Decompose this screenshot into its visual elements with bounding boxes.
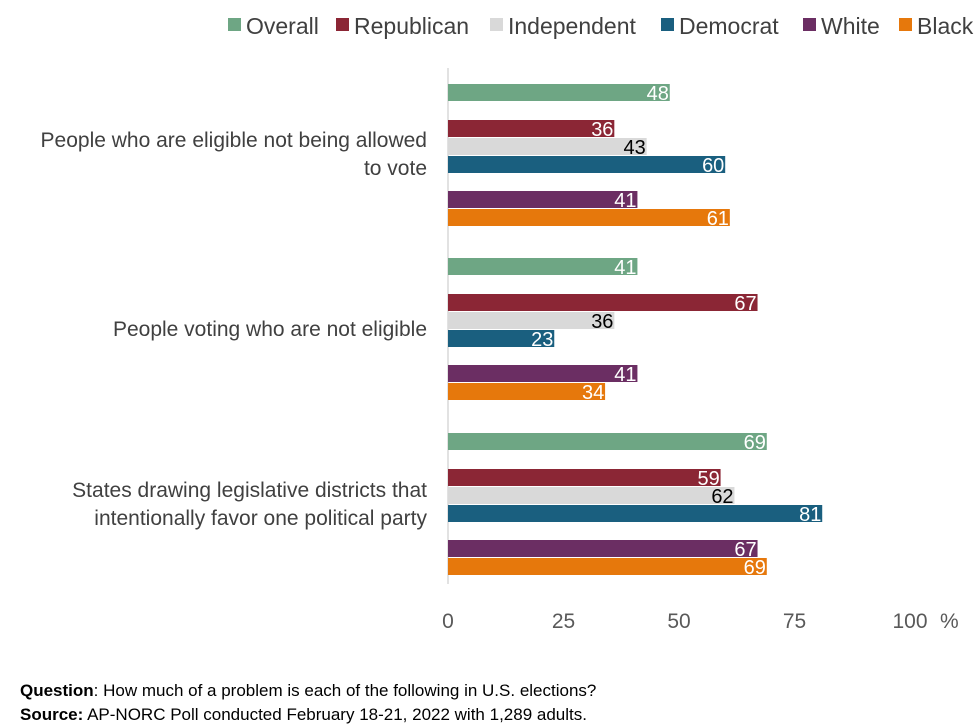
data-label-democrat: 23 xyxy=(531,329,553,351)
category-label: People voting who are not eligible xyxy=(113,318,427,341)
legend-swatch-black xyxy=(899,18,912,31)
data-label-independent: 36 xyxy=(591,311,613,333)
data-label-overall: 48 xyxy=(647,83,669,105)
bar-overall xyxy=(448,84,670,101)
data-label-republican: 59 xyxy=(697,468,719,490)
bar-republican xyxy=(448,120,615,137)
data-label-independent: 43 xyxy=(624,137,646,159)
bar-black xyxy=(448,558,767,575)
data-label-democrat: 60 xyxy=(702,155,724,177)
bar-white xyxy=(448,540,758,557)
data-label-republican: 67 xyxy=(734,293,756,315)
category-label: to vote xyxy=(364,157,427,180)
legend-swatch-republican xyxy=(336,18,349,31)
x-tick-label: 0 xyxy=(442,610,454,633)
x-axis-unit: % xyxy=(940,610,959,633)
bar-democrat xyxy=(448,505,823,522)
legend-swatch-democrat xyxy=(661,18,674,31)
legend-swatch-independent xyxy=(490,18,503,31)
question-text: : How much of a problem is each of the f… xyxy=(93,681,597,700)
data-label-overall: 69 xyxy=(744,432,766,454)
bar-black xyxy=(448,209,730,226)
data-label-black: 61 xyxy=(707,208,729,230)
x-axis-ticks: 0 25 50 75 100% xyxy=(442,610,959,633)
category-label: States drawing legislative districts tha… xyxy=(72,479,427,502)
category-label: People who are eligible not being allowe… xyxy=(41,129,427,152)
bar-white xyxy=(448,365,638,382)
bar-white xyxy=(448,191,638,208)
data-label-black: 69 xyxy=(744,557,766,579)
category-label: intentionally favor one political party xyxy=(94,507,427,530)
legend-label-black: Black xyxy=(917,13,974,39)
x-tick-label: 75 xyxy=(783,610,806,633)
question-note: Question: How much of a problem is each … xyxy=(20,681,596,701)
legend-swatch-white xyxy=(803,18,816,31)
bar-republican xyxy=(448,294,758,311)
legend-swatch-overall xyxy=(228,18,241,31)
legend-label-democrat: Democrat xyxy=(679,13,779,39)
legend-label-overall: Overall xyxy=(246,13,319,39)
bar-democrat xyxy=(448,330,555,347)
legend-label-republican: Republican xyxy=(354,13,469,39)
data-label-black: 34 xyxy=(582,382,604,404)
legend-label-independent: Independent xyxy=(508,13,637,39)
data-label-white: 41 xyxy=(614,364,636,386)
bar-black xyxy=(448,383,606,400)
bar-independent xyxy=(448,487,735,504)
x-tick-label: 100 xyxy=(892,610,927,633)
source-text: AP-NORC Poll conducted February 18-21, 2… xyxy=(83,705,587,724)
legend-label-white: White xyxy=(821,13,880,39)
bar-overall xyxy=(448,433,767,450)
bar-republican xyxy=(448,469,721,486)
source-note: Source: AP-NORC Poll conducted February … xyxy=(20,705,587,725)
data-label-republican: 36 xyxy=(591,119,613,141)
chart-legend: Overall Republican Independent Democrat Whit… xyxy=(228,13,974,39)
source-label: Source: xyxy=(20,705,84,724)
x-tick-label: 50 xyxy=(667,610,690,633)
data-label-independent: 62 xyxy=(711,486,733,508)
bar-democrat xyxy=(448,156,726,173)
bar-independent xyxy=(448,138,647,155)
category-labels: People who are eligible not being allowe… xyxy=(41,129,428,530)
bar-independent xyxy=(448,312,615,329)
question-label: Question xyxy=(20,681,94,700)
data-label-white: 67 xyxy=(734,539,756,561)
bar-overall xyxy=(448,258,638,275)
data-label-white: 41 xyxy=(614,190,636,212)
data-label-overall: 41 xyxy=(614,257,636,279)
x-tick-label: 25 xyxy=(552,610,575,633)
data-label-democrat: 81 xyxy=(799,504,821,526)
